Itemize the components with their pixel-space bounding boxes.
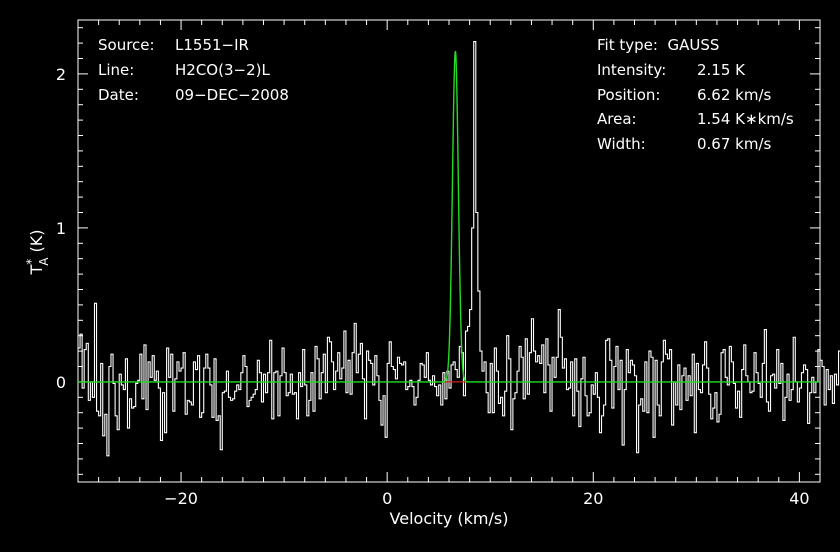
fit-type-text: Fit type: GAUSS bbox=[597, 36, 719, 54]
date-label: Date: bbox=[98, 86, 139, 104]
source-annotation: Source: L1551−IR Line: H2CO(3−2)L Date: … bbox=[98, 36, 289, 104]
y-tick-label: 0 bbox=[56, 373, 66, 392]
area-label: Area: bbox=[597, 110, 637, 128]
x-tick-label: 0 bbox=[382, 489, 392, 508]
intensity-label: Intensity: bbox=[597, 61, 666, 79]
spectrum-line bbox=[78, 41, 840, 457]
position-label: Position: bbox=[597, 86, 660, 104]
area-value: 1.54 K∗km/s bbox=[697, 110, 794, 128]
line-value: H2CO(3−2)L bbox=[175, 61, 270, 79]
intensity-value: 2.15 K bbox=[697, 61, 746, 79]
width-value: 0.67 km/s bbox=[697, 135, 772, 153]
width-label: Width: bbox=[597, 135, 646, 153]
x-tick-label: 40 bbox=[789, 489, 809, 508]
y-axis-label: T*A (K) bbox=[24, 229, 51, 275]
source-label: Source: bbox=[98, 36, 155, 54]
y-tick-label: 2 bbox=[56, 65, 66, 84]
y-axis-label-sub: A bbox=[37, 257, 51, 266]
gaussian-fit-line bbox=[78, 50, 820, 383]
x-tick-label: 20 bbox=[583, 489, 603, 508]
x-axis-label: Velocity (km/s) bbox=[390, 509, 509, 528]
y-tick-label: 1 bbox=[56, 219, 66, 238]
position-value: 6.62 km/s bbox=[697, 86, 772, 104]
fit-annotation: Fit type: GAUSS Intensity: 2.15 K Positi… bbox=[597, 36, 794, 153]
source-value: L1551−IR bbox=[175, 36, 249, 54]
series-layer bbox=[78, 41, 840, 457]
axis-ticks: −20 0 20 40 0 1 2 bbox=[56, 20, 821, 508]
y-axis-label-unit: (K) bbox=[27, 229, 46, 257]
date-value: 09−DEC−2008 bbox=[175, 86, 289, 104]
y-axis-label-sup: * bbox=[24, 259, 38, 265]
line-label: Line: bbox=[98, 61, 134, 79]
x-tick-label: −20 bbox=[164, 489, 198, 508]
y-axis-label-main: T bbox=[27, 265, 46, 276]
